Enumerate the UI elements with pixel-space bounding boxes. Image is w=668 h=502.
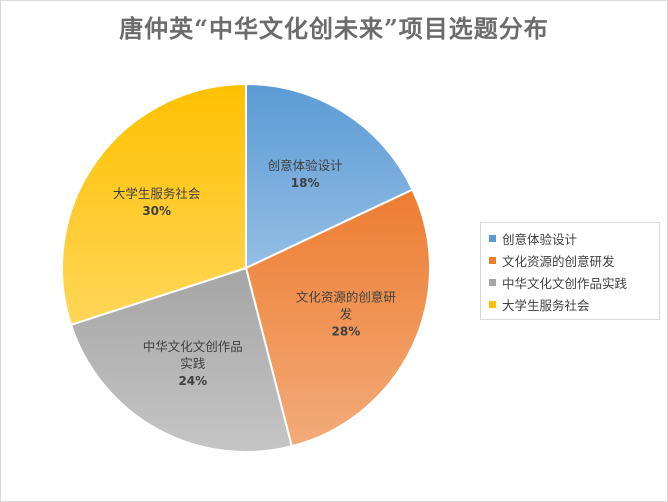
legend-label-0: 创意体验设计 xyxy=(502,231,578,247)
legend-label-1: 文化资源的创意研发 xyxy=(502,253,615,269)
chart-legend: 创意体验设计文化资源的创意研发 中华文化文创作品实践 大学生服务社会 xyxy=(480,222,660,320)
pie-slice-0 xyxy=(245,82,414,270)
pie-slice-2 xyxy=(69,266,293,453)
legend-swatch-0 xyxy=(489,234,496,242)
chart-title: 唐仲英“中华文化创未来”项目选题分布 xyxy=(119,14,549,43)
slice-value-label-1: 28% xyxy=(332,325,361,339)
slice-label-1-line-1: 发 xyxy=(340,307,353,322)
slice-label-1-line-0: 文化资源的创意研 xyxy=(296,290,396,305)
slice-value-label-0: 18% xyxy=(291,176,320,190)
pie-slice-3 xyxy=(61,82,247,327)
slice-value-label-2: 24% xyxy=(178,374,207,388)
legend-swatch-3 xyxy=(489,300,496,308)
legend-swatch-2 xyxy=(489,278,496,286)
slice-value-label-3: 30% xyxy=(142,204,171,218)
slice-label-2-line-0: 中华文化文创作品 xyxy=(143,339,243,354)
legend-label-3: 大学生服务社会 xyxy=(502,297,590,313)
legend-item-2: 中华文化文创作品实践 xyxy=(489,271,653,293)
legend-swatch-1 xyxy=(489,256,496,264)
slice-label-3-line-0: 大学生服务社会 xyxy=(113,186,201,201)
legend-item-0: 创意体验设计 xyxy=(489,227,653,249)
pie-slice-1 xyxy=(244,188,431,448)
legend-label-2: 中华文化文创作品实践 xyxy=(502,275,628,291)
slice-label-2-line-1: 实践 xyxy=(180,356,206,371)
legend-item-3: 大学生服务社会 xyxy=(489,293,653,315)
legend-item-1: 文化资源的创意研发 xyxy=(489,249,653,271)
slice-label-0-line-0: 创意体验设计 xyxy=(268,158,343,173)
